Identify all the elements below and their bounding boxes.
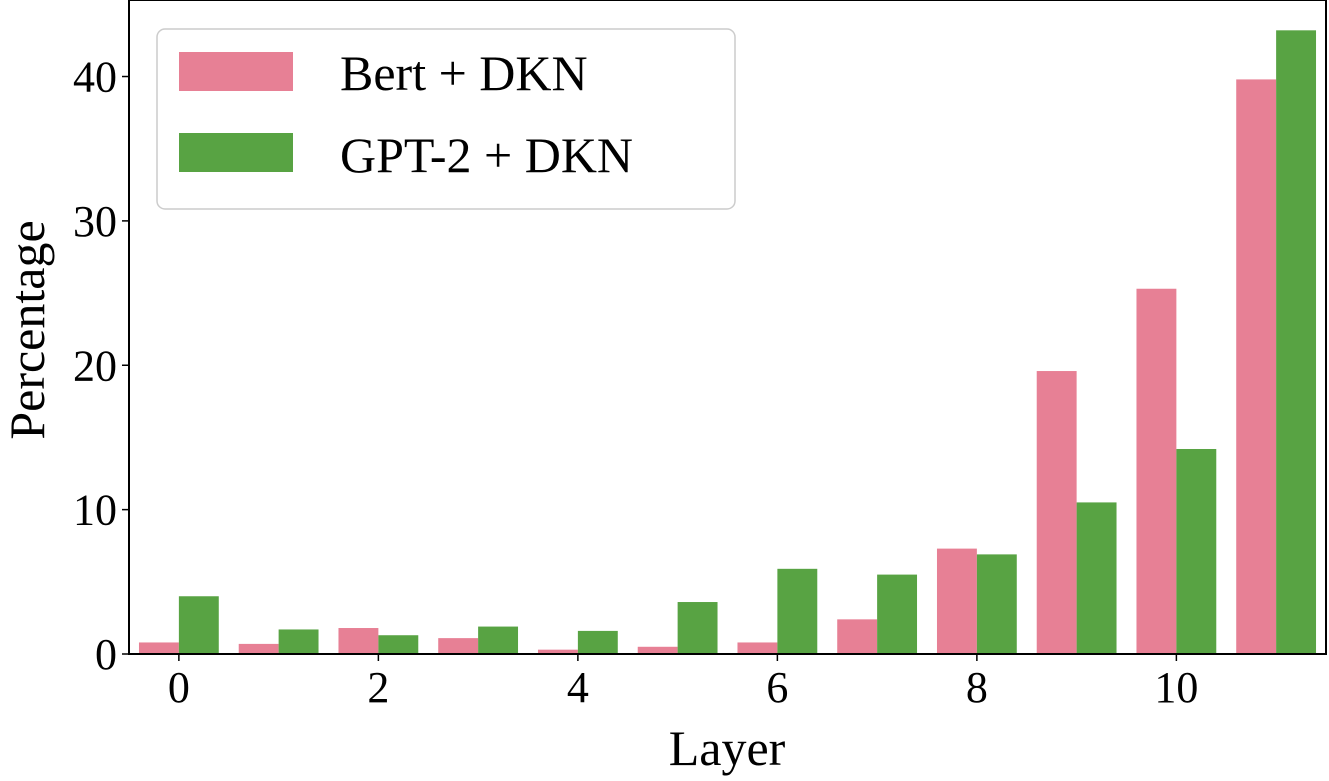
y-tick-label: 40 (73, 53, 117, 102)
bar-bert-layer-0 (138, 642, 179, 654)
y-tick-label: 20 (73, 341, 117, 390)
bar-gpt2-layer-8 (976, 554, 1017, 654)
x-axis-ticks: 0 2 4 6 8 10 (168, 654, 1198, 712)
bar-gpt2-layer-1 (278, 629, 319, 654)
legend-swatch-gpt2 (179, 133, 293, 172)
x-tick-label: 8 (966, 663, 988, 712)
bar-gpt2-layer-3 (478, 626, 519, 654)
plot-area-frame (128, 0, 1327, 655)
bar-gpt2-layer-10 (1176, 448, 1217, 654)
bar-bert-layer-2 (338, 628, 379, 654)
bar-bert-layer-4 (537, 649, 578, 654)
x-tick-label: 0 (168, 663, 190, 712)
bar-gpt2-layer-6 (777, 568, 818, 654)
x-axis-label: Layer (669, 720, 786, 776)
bar-bert-layer-3 (438, 638, 479, 654)
bar-gpt2-layer-2 (378, 635, 419, 654)
y-tick-label: 30 (73, 197, 117, 246)
bar-bert-layer-9 (1036, 371, 1077, 654)
bar-bert-layer-8 (936, 548, 977, 654)
bar-bert-layer-1 (238, 643, 279, 654)
bar-gpt2-layer-9 (1076, 502, 1117, 654)
legend-label-bert: Bert + DKN (340, 45, 588, 101)
x-tick-label: 2 (367, 663, 389, 712)
bar-bert-layer-10 (1136, 288, 1177, 654)
bar-gpt2-layer-11 (1276, 30, 1317, 655)
x-tick-label: 10 (1154, 663, 1198, 712)
bar-bert-layer-11 (1236, 79, 1277, 654)
bar-gpt2-layer-7 (877, 574, 918, 654)
bar-gpt2-layer-4 (577, 630, 618, 654)
bars-group (138, 30, 1317, 655)
bar-gpt2-layer-0 (178, 596, 219, 654)
y-axis-ticks: 0 10 20 30 40 (73, 53, 129, 679)
x-tick-label: 4 (567, 663, 589, 712)
y-tick-label: 0 (95, 630, 117, 679)
bar-bert-layer-5 (637, 646, 678, 654)
y-axis-label: Percentage (0, 220, 55, 439)
bar-bert-layer-6 (737, 642, 778, 654)
x-tick-label: 6 (766, 663, 788, 712)
legend-box (156, 28, 736, 210)
bar-bert-layer-7 (837, 619, 878, 654)
y-tick-label: 10 (73, 486, 117, 535)
legend-swatch-bert (179, 52, 293, 91)
legend-label-gpt2: GPT-2 + DKN (340, 127, 633, 183)
legend: Bert + DKN GPT-2 + DKN (156, 28, 736, 210)
bar-gpt2-layer-5 (677, 602, 718, 654)
